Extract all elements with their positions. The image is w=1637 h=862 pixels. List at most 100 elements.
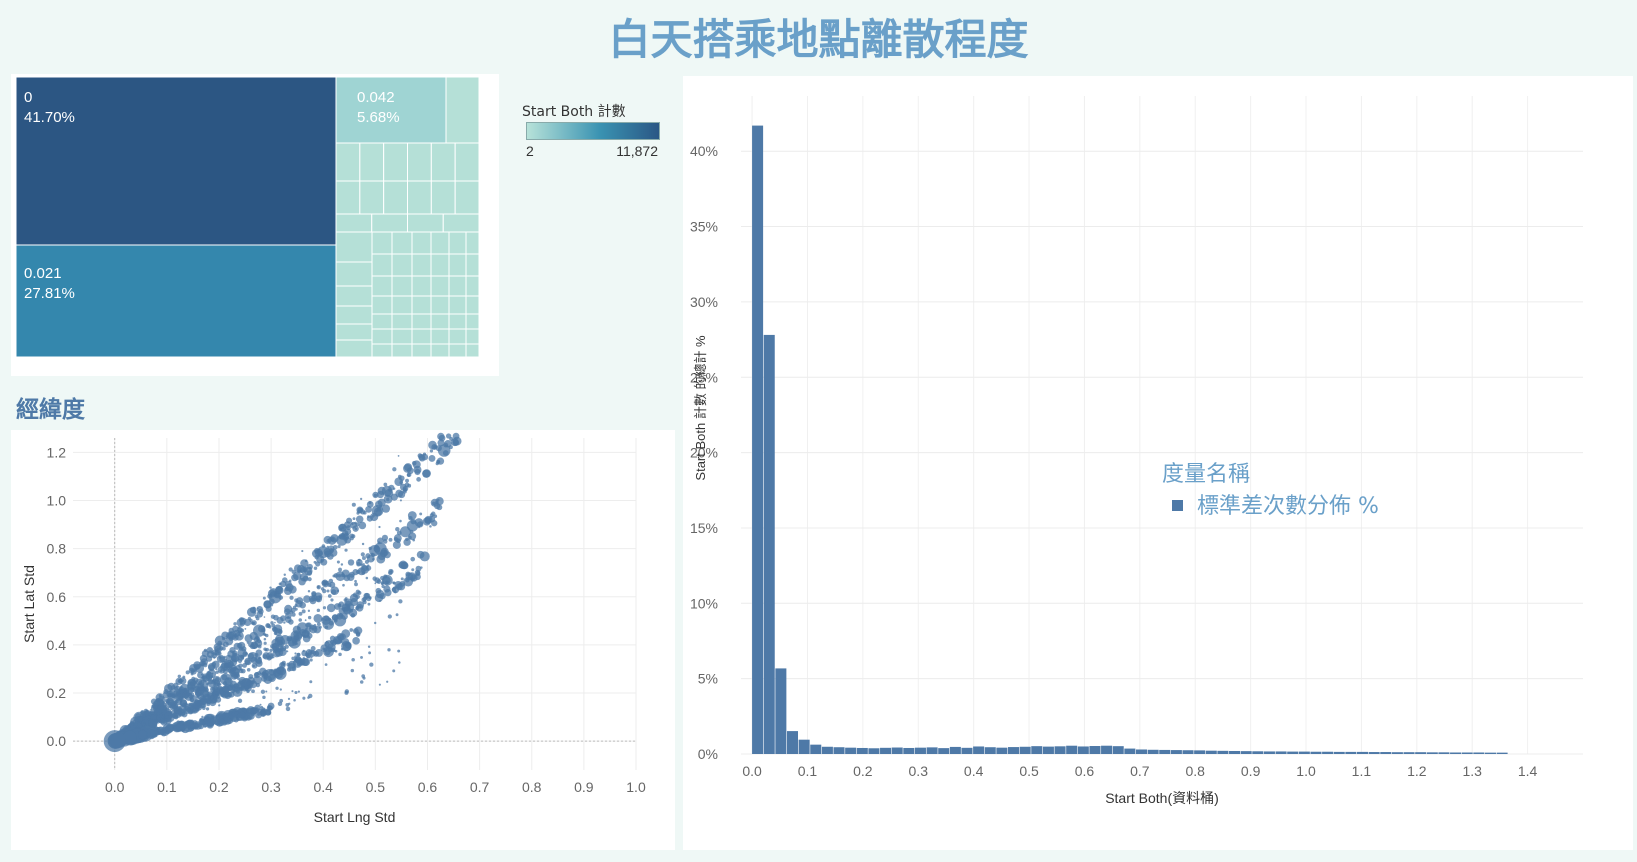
scatter-y-tick-label: 1.0 <box>47 493 67 509</box>
scatter-point <box>212 692 216 696</box>
treemap-cell <box>448 328 467 345</box>
scatter-point <box>365 576 369 580</box>
scatter-point <box>344 536 352 544</box>
scatter-point <box>302 575 309 582</box>
scatter-point <box>329 581 336 588</box>
scatter-point <box>323 535 332 544</box>
treemap-cell <box>371 231 393 255</box>
scatter-point <box>445 433 452 439</box>
treemap-box-0-label[interactable]: 0 41.70% <box>24 88 75 128</box>
scatter-point <box>264 709 272 716</box>
scatter-point <box>355 606 359 611</box>
scatter-point <box>326 589 330 593</box>
scatter-x-tick-label: 0.8 <box>522 779 542 795</box>
treemap-cell <box>335 180 361 215</box>
treemap-cell <box>430 253 450 277</box>
scatter-point <box>209 668 212 671</box>
scatter-point <box>221 716 224 719</box>
scatter-point <box>322 606 327 610</box>
scatter-point <box>309 658 313 662</box>
scatter-point <box>187 707 191 711</box>
histogram-panel: 0.0 0.1 0.2 0.3 0.4 0.5 0.6 0.7 0.8 0.9 1.0 1.1 1.2 1… <box>683 76 1633 850</box>
scatter-point <box>338 603 341 606</box>
scatter-point <box>256 611 264 618</box>
scatter-point <box>382 539 388 544</box>
scatter-point <box>168 702 173 707</box>
scatter-point <box>215 649 218 653</box>
scatter-point <box>419 512 423 516</box>
scatter-point <box>359 508 363 512</box>
scatter-point <box>381 584 385 589</box>
scatter-point <box>205 707 210 711</box>
treemap-cell <box>430 343 450 358</box>
hist-bar <box>868 748 880 754</box>
treemap-cell <box>383 142 408 182</box>
scatter-point <box>173 682 179 688</box>
histogram-legend-title: 度量名稱 <box>1162 462 1251 487</box>
scatter-y-tick-label: 0.2 <box>47 685 67 701</box>
hist-x-tick-label: 0.4 <box>964 763 984 779</box>
scatter-point <box>397 582 406 591</box>
hist-bar <box>1008 747 1020 754</box>
hist-x-tick-label: 0.0 <box>742 763 762 779</box>
scatter-x-tick-label: 0.7 <box>470 779 490 795</box>
scatter-point <box>417 521 424 528</box>
scatter-point <box>436 504 443 511</box>
histogram-legend-item[interactable]: 標準差次數分佈 % <box>1172 488 1379 520</box>
scatter-point <box>200 673 203 676</box>
scatter-point <box>379 504 383 508</box>
scatter-point <box>366 500 374 508</box>
treemap-box-2-label[interactable]: 0.042 5.68% <box>357 88 400 128</box>
treemap-cell <box>411 328 432 345</box>
scatter-point <box>431 444 438 450</box>
scatter-point <box>392 581 395 585</box>
scatter-point <box>318 548 321 551</box>
hist-bar <box>1484 752 1496 754</box>
scatter-point <box>374 621 377 625</box>
scatter-section-title: 經緯度 <box>16 397 85 423</box>
scatter-point <box>412 538 416 542</box>
treemap-cell <box>430 275 450 297</box>
scatter-point <box>178 679 183 684</box>
scatter-point <box>294 690 298 695</box>
scatter-point <box>435 497 444 506</box>
treemap-box-1-label[interactable]: 0.021 27.81% <box>24 264 75 304</box>
treemap-cell <box>335 213 373 233</box>
scatter-point <box>387 648 391 652</box>
scatter-point <box>336 560 340 564</box>
scatter-point <box>407 535 412 540</box>
scatter-point <box>350 613 356 618</box>
scatter-point <box>179 699 183 703</box>
scatter-point <box>168 705 171 709</box>
scatter-point <box>285 702 290 707</box>
hist-y-tick-label: 25% <box>690 369 718 385</box>
scatter-point <box>392 669 396 673</box>
scatter-point <box>244 712 253 721</box>
treemap-cell <box>371 313 393 330</box>
scatter-point <box>322 618 335 630</box>
scatter-point <box>155 693 165 702</box>
scatter-point <box>223 690 230 698</box>
scatter-point <box>187 686 190 689</box>
hist-bar <box>996 747 1008 754</box>
scatter-point <box>357 509 361 514</box>
scatter-x-tick-label: 0.5 <box>366 779 386 795</box>
scatter-point <box>329 548 338 557</box>
scatter-point <box>327 594 332 598</box>
scatter-x-tick-label: 0.3 <box>261 779 281 795</box>
hist-bar <box>752 125 764 754</box>
treemap-box-0-pct: 41.70% <box>24 109 75 126</box>
hist-bar <box>775 668 787 754</box>
scatter-point <box>294 652 297 655</box>
scatter-point <box>260 689 266 694</box>
scatter-point <box>375 510 378 513</box>
scatter-point <box>217 682 221 687</box>
scatter-point <box>186 719 193 726</box>
scatter-point <box>257 712 261 716</box>
scatter-point <box>400 577 404 581</box>
treemap-cell <box>411 313 432 330</box>
scatter-point <box>191 676 196 681</box>
scatter-point <box>263 637 267 641</box>
scatter-point <box>284 604 293 613</box>
scatter-point <box>269 648 273 652</box>
